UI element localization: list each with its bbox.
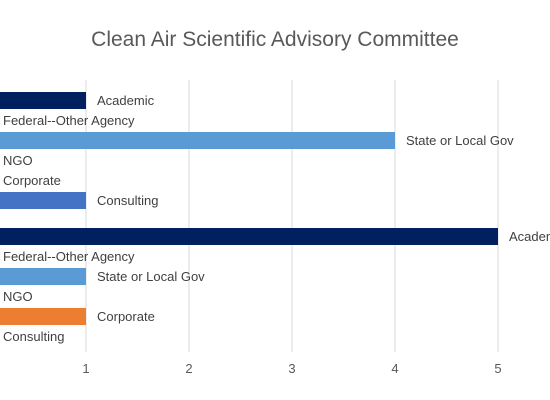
- chart-title: Clean Air Scientific Advisory Committee: [91, 28, 459, 51]
- bar-category-label: Corporate: [97, 309, 155, 324]
- bar: [0, 92, 86, 109]
- bar-category-label: Federal--Other Agency: [3, 249, 135, 264]
- bar: [0, 268, 86, 285]
- bar: [0, 228, 498, 245]
- bar-category-label: Academic: [97, 93, 155, 108]
- bar-category-label: NGO: [3, 289, 33, 304]
- x-tick-label: 2: [185, 361, 192, 376]
- bar: [0, 132, 395, 149]
- bar-category-label: State or Local Gov: [97, 269, 205, 284]
- x-tick-label: 1: [82, 361, 89, 376]
- x-axis-ticks: 1 2 3 4 5: [82, 361, 501, 376]
- x-tick-label: 5: [494, 361, 501, 376]
- bar-category-label: Academic: [509, 229, 550, 244]
- bars: [0, 92, 498, 325]
- bar-category-label: Federal--Other Agency: [3, 113, 135, 128]
- bar-category-label: Corporate: [3, 173, 61, 188]
- bar-category-label: Consulting: [97, 193, 158, 208]
- bar-category-label: NGO: [3, 153, 33, 168]
- x-tick-label: 4: [391, 361, 398, 376]
- bar: [0, 192, 86, 209]
- bar-category-label: Consulting: [3, 329, 64, 344]
- gridlines: [85, 80, 499, 352]
- x-tick-label: 3: [288, 361, 295, 376]
- bar-labels: Academic Federal--Other Agency State or Lo…: [3, 93, 550, 344]
- bar: [0, 308, 86, 325]
- bar-category-label: State or Local Gov: [406, 133, 514, 148]
